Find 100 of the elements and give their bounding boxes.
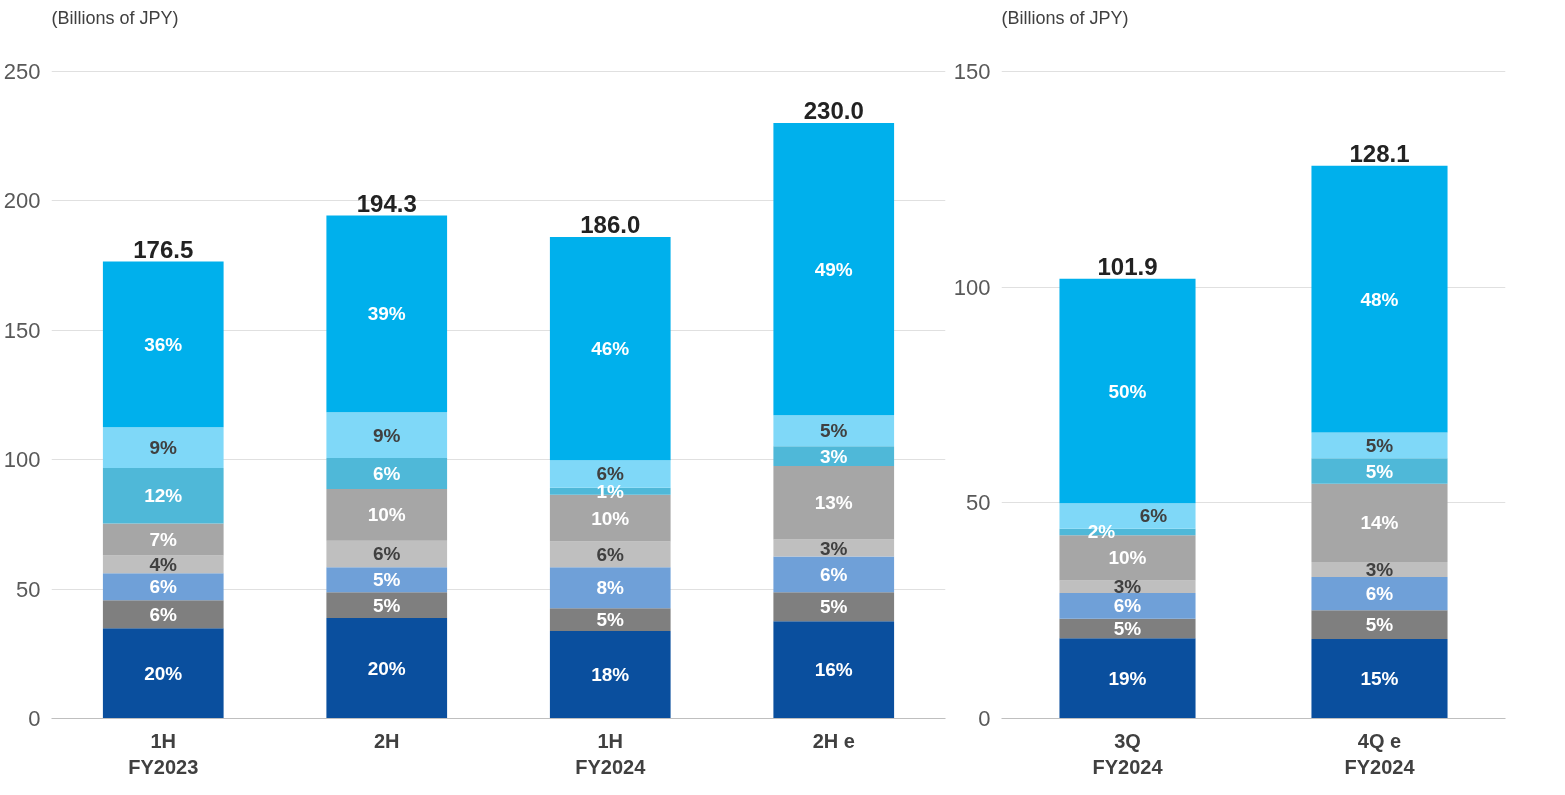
- x-tick-label: 1H FY2023: [128, 729, 199, 778]
- annotation: 20%: [367, 657, 406, 679]
- bar: [102, 555, 224, 574]
- bar: [773, 123, 895, 416]
- x-tick-label: 3Q FY2024: [1092, 729, 1164, 778]
- annotation: 5%: [1365, 434, 1394, 456]
- bar: [326, 592, 448, 619]
- total-label: 194.3: [356, 189, 417, 217]
- bar: [549, 237, 671, 461]
- bar: [326, 412, 448, 459]
- annotation: 5%: [596, 609, 625, 631]
- annotation: 8%: [596, 577, 625, 599]
- annotation: 13%: [814, 492, 853, 514]
- bar: [102, 261, 224, 428]
- bar: [1311, 639, 1448, 719]
- bar: [326, 618, 448, 719]
- annotation: 10%: [367, 504, 406, 526]
- annotation: 5%: [1365, 460, 1394, 482]
- annotation: 3%: [1365, 558, 1394, 580]
- bar: [773, 446, 895, 467]
- annotation: 50%: [1108, 380, 1147, 402]
- y-tick-label: 0: [28, 706, 41, 731]
- bar: [102, 573, 224, 601]
- bar: [326, 567, 448, 593]
- annotation: 18%: [591, 664, 630, 686]
- annotation: 9%: [373, 424, 401, 446]
- annotation: 36%: [144, 333, 183, 355]
- annotation: 6%: [373, 462, 401, 484]
- annotation: 16%: [814, 659, 853, 681]
- bar: [773, 592, 895, 622]
- annotation: 20%: [144, 662, 183, 684]
- total-label: 176.5: [133, 235, 194, 263]
- y-axis-title: (Billions of JPY): [1001, 7, 1129, 28]
- annotation: 5%: [820, 596, 848, 618]
- total-label: 128.1: [1349, 139, 1410, 167]
- y-tick-label: 250: [3, 58, 41, 84]
- y-tick-label: 150: [3, 317, 41, 343]
- annotation: 12%: [144, 485, 183, 507]
- bar: [326, 488, 448, 541]
- bar: [102, 427, 224, 468]
- y-axis-title: (Billions of JPY): [51, 7, 179, 28]
- y-tick-label: 100: [953, 274, 991, 300]
- y-tick-label: 150: [953, 58, 991, 84]
- annotation: 6%: [1365, 583, 1394, 605]
- annotation: 5%: [820, 420, 848, 442]
- annotation: 3%: [820, 537, 848, 559]
- annotation: 15%: [1360, 668, 1399, 690]
- annotation: 10%: [591, 507, 630, 529]
- total-label: 101.9: [1097, 252, 1158, 280]
- bar: [773, 466, 895, 540]
- x-tick-label: 2H e: [812, 729, 855, 752]
- annotation: 3%: [1113, 576, 1142, 598]
- total-label: 230.0: [803, 97, 864, 125]
- bar: [102, 467, 224, 524]
- bar: [1311, 458, 1448, 484]
- y-tick-label: 50: [16, 576, 41, 602]
- annotation: 46%: [591, 338, 630, 360]
- x-tick-label: 1H FY2024: [575, 729, 647, 778]
- bar: [102, 628, 224, 719]
- annotation: 6%: [149, 603, 178, 625]
- annotation: 3%: [820, 445, 848, 467]
- bar: [1311, 165, 1448, 433]
- y-tick-label: 50: [966, 490, 991, 516]
- annotation: 9%: [149, 437, 178, 459]
- annotation: 49%: [814, 258, 853, 280]
- bar: [773, 621, 895, 719]
- annotation: 5%: [373, 594, 401, 616]
- y-tick-label: 200: [3, 188, 41, 214]
- bar: [549, 631, 671, 719]
- annotation: 6%: [149, 576, 178, 598]
- annotation: 10%: [1108, 547, 1147, 569]
- bar: [1059, 592, 1196, 619]
- annotation: 39%: [367, 303, 406, 325]
- bar: [773, 556, 895, 593]
- annotation: 19%: [1108, 667, 1147, 689]
- bar: [1311, 576, 1448, 611]
- bar: [1311, 432, 1448, 459]
- annotation: 6%: [373, 543, 401, 565]
- bar: [1059, 618, 1196, 639]
- annotation: 14%: [1360, 512, 1399, 534]
- annotation: 7%: [149, 528, 178, 550]
- annotation: 6%: [1139, 505, 1168, 527]
- annotation: 5%: [1113, 618, 1142, 640]
- bar: [549, 541, 671, 568]
- annotation: 48%: [1360, 288, 1399, 310]
- bar: [326, 458, 448, 489]
- x-tick-label: 4Q e FY2024: [1344, 729, 1416, 778]
- bar: [102, 600, 224, 629]
- bar: [1311, 610, 1448, 640]
- bar: [549, 608, 671, 631]
- annotation: 2%: [1087, 521, 1116, 543]
- bar: [1059, 638, 1196, 719]
- bar: [549, 567, 671, 609]
- bar: [326, 540, 448, 568]
- bar: [1059, 278, 1196, 504]
- bar: [1311, 483, 1448, 562]
- bar: [1059, 580, 1196, 593]
- y-tick-label: 0: [978, 706, 991, 731]
- total-label: 186.0: [580, 211, 641, 239]
- annotation: 4%: [149, 553, 178, 575]
